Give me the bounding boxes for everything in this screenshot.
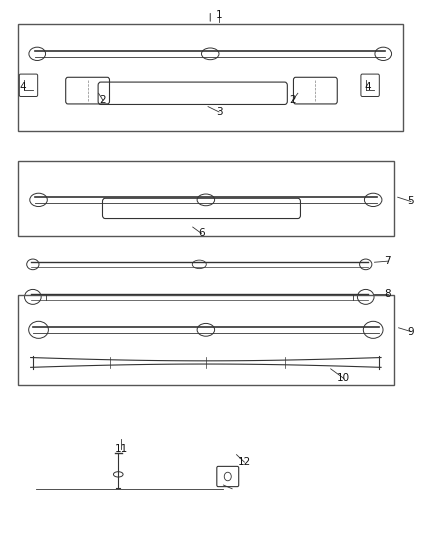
Text: 6: 6 [198, 229, 205, 238]
Text: 2: 2 [289, 95, 296, 105]
Text: 11: 11 [115, 444, 128, 454]
Bar [18, 161, 394, 236]
Text: 12: 12 [238, 457, 251, 467]
Text: 1: 1 [215, 10, 223, 20]
Text: 2: 2 [99, 95, 106, 105]
Text: 7: 7 [384, 256, 391, 266]
Text: 10: 10 [337, 374, 350, 383]
Text: 3: 3 [215, 107, 223, 117]
Text: 5: 5 [407, 197, 414, 206]
Text: 9: 9 [407, 327, 414, 336]
Text: 4: 4 [364, 83, 371, 92]
Text: 8: 8 [384, 289, 391, 299]
Bar [18, 295, 394, 385]
Bar [18, 24, 403, 131]
Text: 4: 4 [19, 83, 26, 92]
